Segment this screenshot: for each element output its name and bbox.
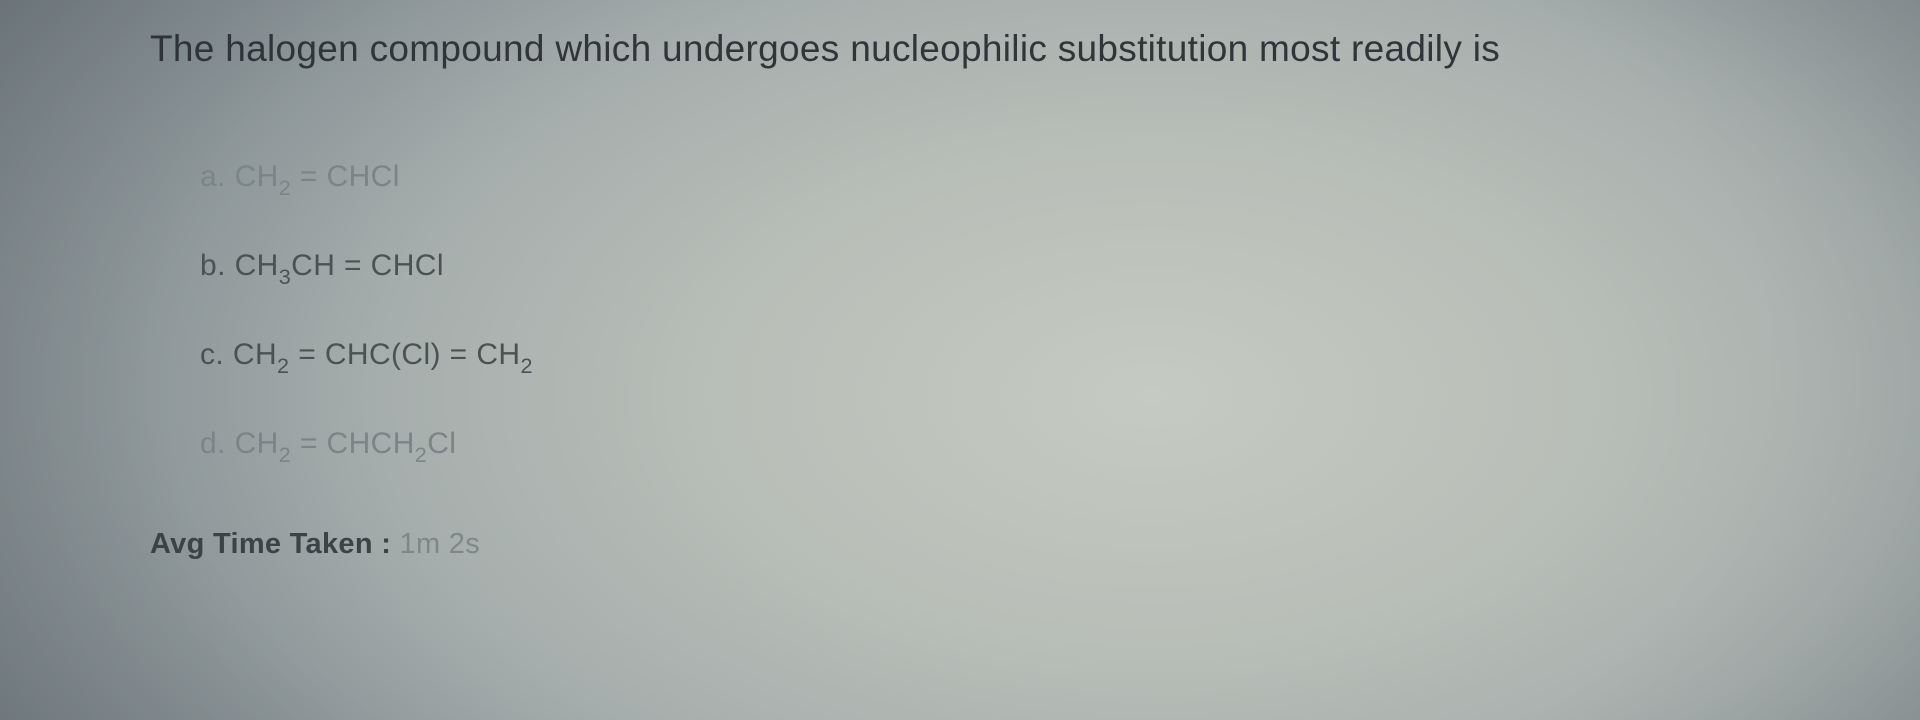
option-d-formula: CH2 = CHCH2Cl [235,427,457,460]
option-a-formula: CH2 = CHCl [235,160,400,193]
option-b-letter: b. [200,249,226,282]
option-b-formula: CH3CH = CHCl [235,249,444,282]
option-c-letter: c. [200,338,224,371]
avg-time-taken: Avg Time Taken : 1m 2s [150,528,1800,561]
option-d-letter: d. [200,427,226,460]
question-block: The halogen compound which undergoes nuc… [150,28,1800,561]
question-text: The halogen compound which undergoes nuc… [150,28,1800,70]
options-list: a. CH2 = CHCl b. CH3CH = CHCl c. CH2 = C… [150,160,1800,466]
option-a-letter: a. [200,160,226,193]
avg-time-value: 1m 2s [391,528,480,560]
option-c[interactable]: c. CH2 = CHC(Cl) = CH2 [200,338,1800,377]
option-a[interactable]: a. CH2 = CHCl [200,160,1800,199]
avg-time-label: Avg Time Taken : [150,528,391,560]
option-d[interactable]: d. CH2 = CHCH2Cl [200,427,1800,466]
option-c-formula: CH2 = CHC(Cl) = CH2 [233,338,533,371]
option-b[interactable]: b. CH3CH = CHCl [200,249,1800,288]
